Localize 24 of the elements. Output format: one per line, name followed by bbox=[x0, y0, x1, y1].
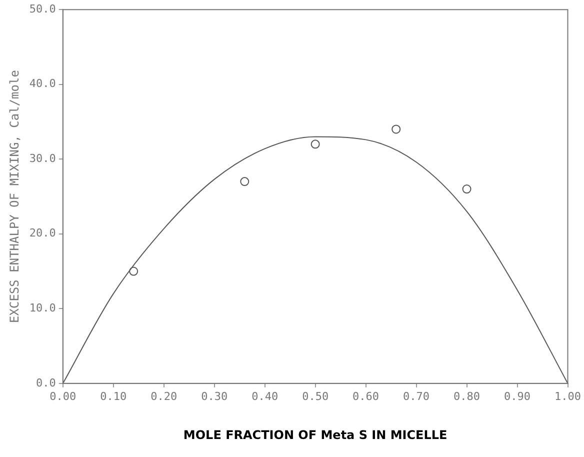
x-tick-label: 0.00 bbox=[50, 390, 76, 403]
x-tick-label: 0.60 bbox=[352, 390, 380, 403]
y-tick-label: 30.0 bbox=[29, 152, 56, 165]
x-tick-label: 0.50 bbox=[302, 390, 329, 403]
y-tick-label: 0.0 bbox=[36, 376, 56, 390]
x-tick-label: 1.00 bbox=[554, 390, 582, 403]
y-tick-label: 10.0 bbox=[29, 302, 56, 314]
y-tick-label: 20.0 bbox=[29, 226, 56, 240]
x-tick-label: 0.20 bbox=[150, 390, 178, 403]
x-axis-title: MOLE FRACTION OF Meta S IN MICELLE bbox=[183, 428, 448, 442]
x-tick-label: 0.30 bbox=[201, 390, 228, 403]
point bbox=[240, 177, 250, 186]
x-tick-label: 0.70 bbox=[403, 390, 430, 403]
y-tick-label: 40.0 bbox=[29, 77, 56, 90]
point bbox=[462, 184, 472, 194]
x-tick-label: 0.90 bbox=[504, 390, 531, 403]
x-tick-label: 0.80 bbox=[454, 390, 480, 403]
point bbox=[129, 266, 138, 276]
y-axis-title: EXCESS ENTHALPY OF MIXING, Cal/mole bbox=[7, 70, 22, 323]
point bbox=[310, 140, 320, 149]
y-tick-label: 50.0 bbox=[29, 2, 56, 16]
point bbox=[392, 124, 401, 134]
x-tick-label: 0.40 bbox=[252, 390, 278, 403]
x-tick-label: 0.10 bbox=[100, 390, 127, 403]
